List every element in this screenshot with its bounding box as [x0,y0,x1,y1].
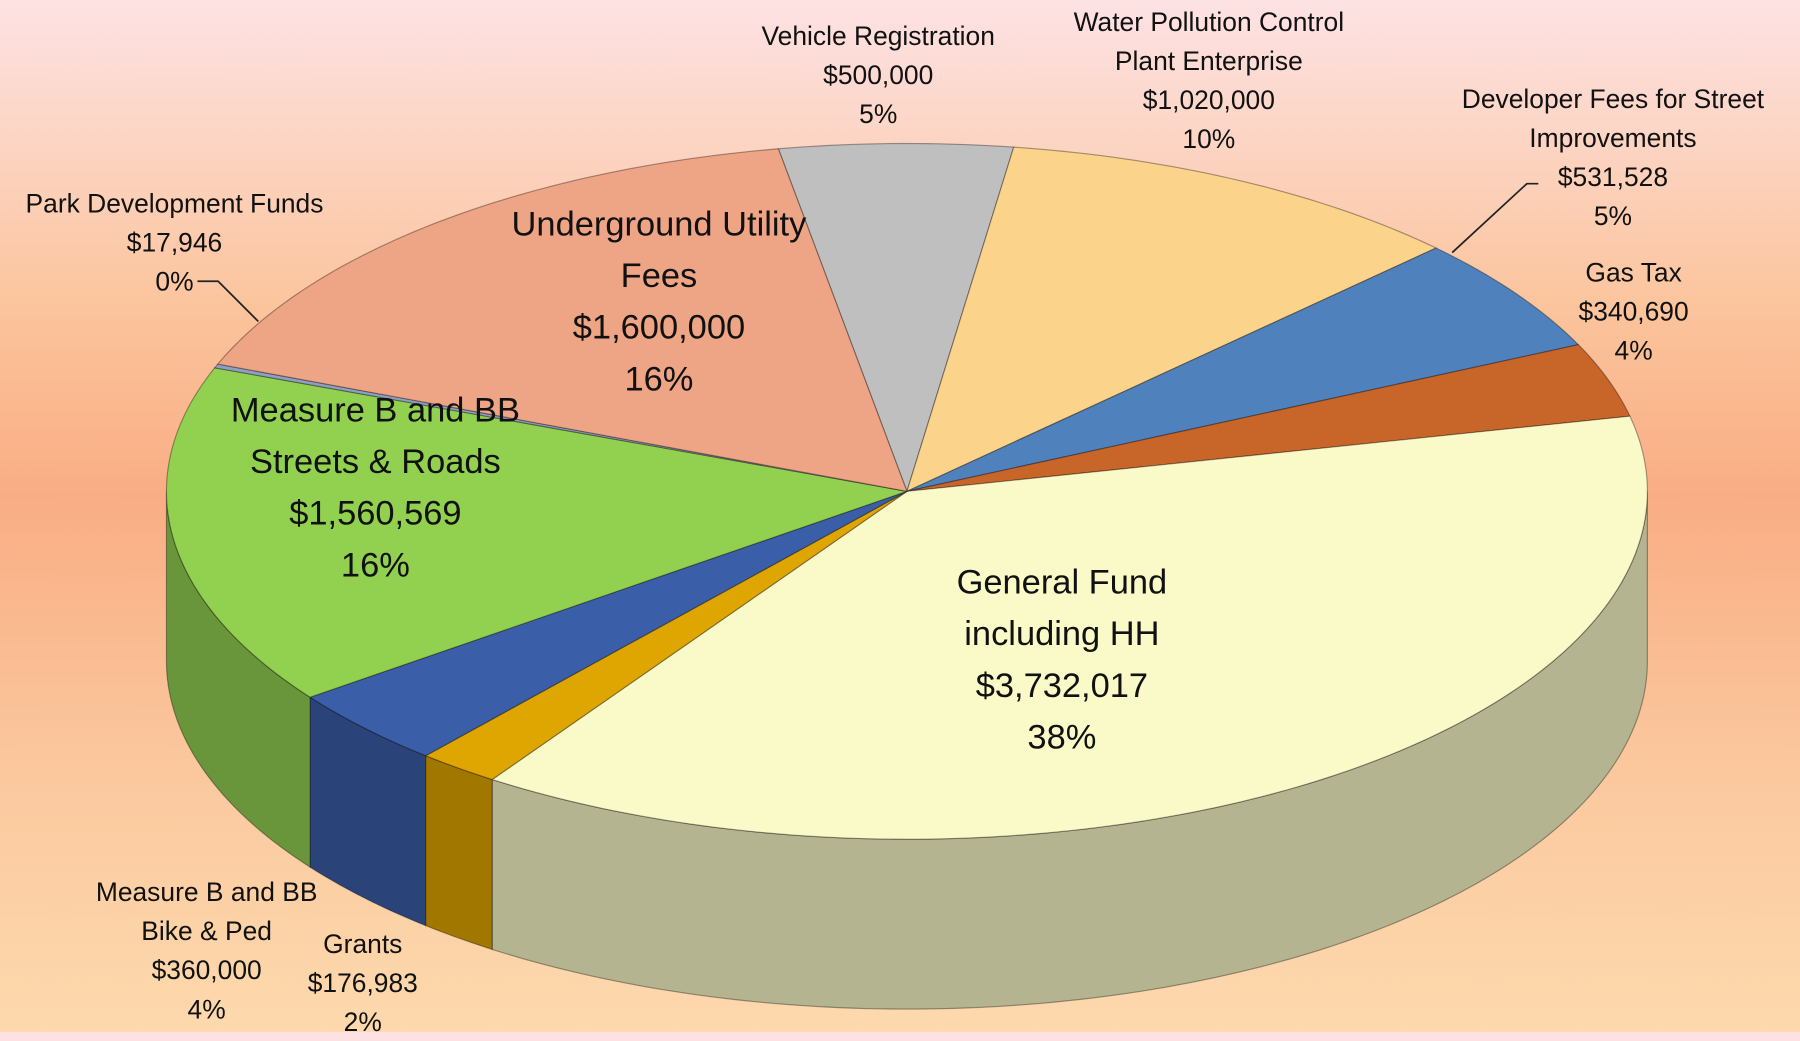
slice-label: Measure B and BB Streets & Roads $1,560,5… [197,385,553,592]
slice-label: Grants $176,983 2% [288,924,437,1041]
pie-slice [490,415,1648,840]
slice-value: $17,946 [126,227,223,258]
slice-value: $3,732,017 [975,666,1149,705]
slice-percent: 5% [1593,200,1633,231]
slice-label: Water Pollution Control Plant Enterprise… [1042,2,1375,158]
pie-slice [165,367,910,698]
slice-percent: 0% [155,266,194,297]
leader-line [197,280,259,323]
pie-slice [905,146,1438,493]
slice-label: Developer Fees for Street Improvements $5… [1435,79,1791,235]
slice-name: Grants [323,928,403,959]
slice-value: $500,000 [823,59,934,90]
slice-value: $1,020,000 [1142,84,1275,115]
pie-slice [216,148,908,493]
slice-percent: 4% [1614,335,1653,366]
slice-name: Water Pollution Control Plant Enterprise [1073,6,1345,76]
slice-value: $1,560,569 [289,494,462,533]
slice-label: General Fund including HH $3,732,017 38% [901,557,1222,764]
pie-slice-side [425,754,493,951]
pie-slice [213,363,908,492]
slice-percent: 5% [859,98,898,129]
slice-name: Park Development Funds [25,188,324,219]
slice-percent: 10% [1182,123,1236,154]
slice-name: Measure B and BB Bike & Ped [95,877,318,946]
leader-line [1451,182,1539,254]
slice-percent: 16% [340,546,410,585]
slice-value: $340,690 [1578,296,1689,327]
pie-slice [308,490,908,757]
slice-label: Measure B and BB Bike & Ped $360,000 4% [75,872,339,1028]
slice-percent: 38% [1027,718,1097,757]
pie-slice [777,142,1015,494]
slice-label: Underground Utility Fees $1,600,000 16% [481,199,837,406]
slice-name: Underground Utility Fees [511,205,807,296]
slice-label: Vehicle Registration $500,000 5% [723,16,1033,133]
slice-name: Vehicle Registration [761,20,995,51]
slice-value: $1,600,000 [572,308,746,347]
pie-slice-side [491,491,1648,1010]
pie-slice [906,247,1580,492]
pie-slice [906,344,1631,492]
slice-name: Measure B and BB Streets & Roads [230,391,520,482]
slice-value: $360,000 [151,955,262,985]
slice-percent: 16% [624,360,694,399]
slice-name: Developer Fees for Street Improvements [1461,83,1765,153]
pie-slice-side [165,491,311,869]
pie-slice [424,490,908,781]
slice-value: $531,528 [1557,161,1669,192]
slice-name: General Fund including HH [956,563,1168,654]
slice-percent: 4% [187,994,226,1025]
slice-value: $176,983 [307,967,418,998]
slice-label: Gas Tax $340,690 4% [1548,253,1720,370]
slice-label: Park Development Funds $17,946 0% [0,184,352,301]
slice-name: Gas Tax [1585,257,1682,287]
